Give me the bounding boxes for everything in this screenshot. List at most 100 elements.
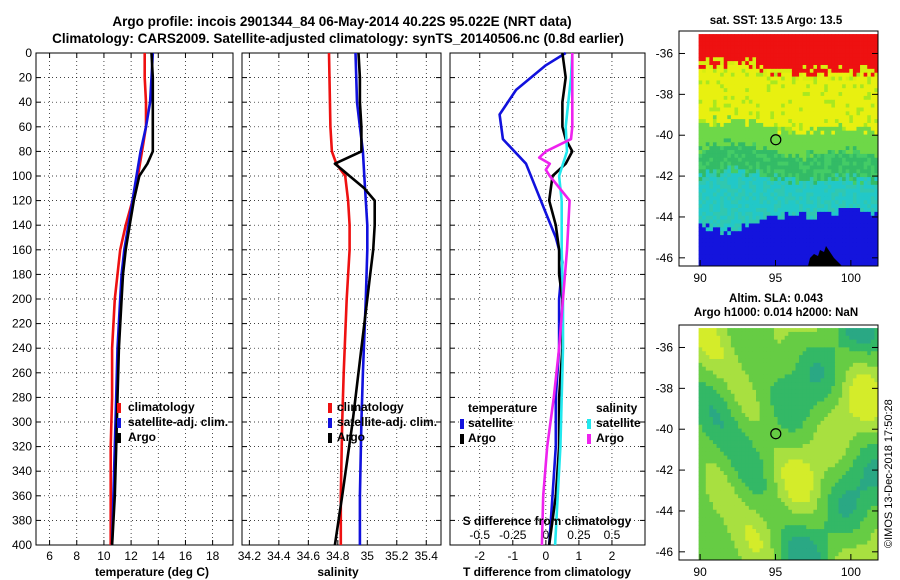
sst-map-cell: [806, 165, 811, 170]
sst-map-cell: [741, 184, 746, 190]
sla-map-cell: [863, 393, 868, 399]
sst-map-cell: [784, 134, 789, 139]
sst-map-cell: [817, 142, 821, 147]
sst-map-cell: [734, 150, 739, 155]
sst-map-cell: [698, 177, 703, 182]
sst-map-cell: [781, 188, 786, 193]
sla-map-cell: [852, 351, 857, 356]
sst-map-cell: [788, 196, 793, 201]
sst-map-cell: [852, 76, 857, 81]
sla-map-cell: [874, 447, 879, 453]
sst-map-cell: [817, 61, 821, 66]
sla-map-cell: [738, 386, 743, 391]
sst-map-cell: [745, 238, 750, 244]
sla-map-cell: [734, 339, 739, 344]
sst-map-cell: [795, 177, 800, 182]
sla-map-cell: [745, 343, 750, 348]
sst-map-cell: [817, 53, 821, 58]
sst-map-cell: [852, 238, 857, 244]
sst-map-cell: [834, 84, 839, 89]
sla-map-cell: [705, 447, 710, 453]
sla-map-cell: [809, 382, 814, 387]
sst-map-cell: [730, 215, 735, 221]
sst-map-cell: [849, 150, 854, 155]
sst-map-cell: [813, 208, 818, 213]
sla-map-cell: [752, 444, 757, 449]
sst-map-cell: [734, 192, 739, 197]
sla-map-cell: [723, 374, 728, 379]
sla-map-cell: [702, 393, 707, 399]
sst-map-cell: [806, 92, 811, 97]
sst-map-cell: [752, 219, 757, 224]
sla-map-cell: [759, 366, 764, 371]
depth-tick-label: 0: [25, 46, 32, 60]
sla-map-cell: [834, 420, 839, 426]
sst-map-cell: [720, 64, 725, 70]
sst-map-cell: [831, 250, 836, 255]
sst-map-cell: [860, 95, 865, 101]
sst-map-cell: [748, 242, 753, 248]
sst-map-cell: [741, 92, 746, 97]
sla-map-cell: [759, 397, 764, 402]
sla-map-cell: [842, 366, 847, 371]
sst-map-cell: [748, 64, 753, 70]
sla-map-cell: [770, 331, 775, 337]
sst-map-cell: [802, 262, 807, 267]
salinity-line-argo: [333, 52, 377, 546]
sst-map-cell: [777, 88, 782, 93]
sst-map-cell: [716, 192, 721, 197]
sla-map-cell: [712, 444, 717, 449]
sst-map-cell: [709, 80, 714, 85]
sla-map-cell: [795, 440, 800, 445]
sst-map-cell: [773, 157, 778, 163]
sst-map-cell: [834, 76, 839, 81]
sla-map-cell: [712, 432, 717, 437]
sst-map-cell: [842, 165, 847, 170]
sst-map-cell: [745, 134, 750, 139]
sst-map-cell: [770, 53, 775, 58]
sla-map-cell: [734, 420, 739, 426]
sst-map-cell: [813, 250, 818, 255]
sla-map-cell: [766, 393, 771, 399]
sla-map-cell: [784, 335, 789, 341]
sst-map-cell: [824, 53, 829, 58]
sst-map-cell: [799, 200, 804, 205]
sst-map-cell: [874, 150, 879, 155]
sst-map-cell: [791, 188, 796, 193]
sla-map-cell: [824, 331, 829, 337]
sst-map-cell: [705, 115, 710, 120]
sst-map-cell: [709, 34, 714, 39]
sst-map-cell: [777, 122, 782, 128]
sla-map-cell: [702, 413, 707, 418]
sst-map-cell: [863, 211, 868, 217]
sst-map-cell: [842, 219, 847, 224]
sst-map-cell: [870, 246, 875, 251]
sla-map-cell: [734, 370, 739, 375]
sst-map-cell: [777, 150, 782, 155]
sst-map-cell: [806, 192, 811, 197]
sla-map-cell: [770, 343, 775, 348]
sst-map-cell: [766, 208, 771, 213]
sst-map-cell: [766, 115, 771, 120]
sst-map-cell: [842, 130, 847, 135]
sst-map-cell: [730, 84, 735, 89]
sst-map-cell: [863, 92, 868, 97]
sst-map-cell: [788, 84, 793, 89]
sla-map-cell: [874, 451, 879, 457]
sst-map-cell: [741, 180, 746, 186]
sla-map-cell: [831, 331, 836, 337]
sst-map-cell: [770, 184, 775, 190]
sst-map-cell: [817, 165, 821, 170]
sst-map-cell: [874, 227, 879, 232]
sst-map-cell: [867, 238, 872, 244]
sst-map-cell: [770, 37, 775, 43]
sst-map-cell: [712, 231, 717, 236]
sla-map-cell: [831, 393, 836, 399]
sst-map-cell: [817, 250, 821, 255]
sst-map-cell: [784, 200, 789, 205]
sla-map-cell: [748, 424, 753, 429]
sla-map-cell: [709, 389, 714, 395]
sla-map-cell: [759, 447, 764, 453]
sst-map-cell: [738, 49, 743, 54]
sla-map-cell: [745, 386, 750, 391]
